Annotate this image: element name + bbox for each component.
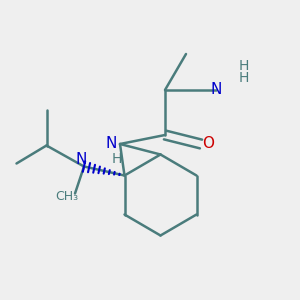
Text: CH₃: CH₃ [55, 190, 78, 203]
Text: H: H [112, 152, 122, 166]
Text: H: H [238, 59, 249, 73]
Text: N: N [106, 136, 117, 152]
Text: H: H [238, 71, 249, 85]
Text: N: N [76, 152, 87, 166]
Text: N: N [210, 82, 222, 98]
Text: O: O [202, 136, 214, 152]
